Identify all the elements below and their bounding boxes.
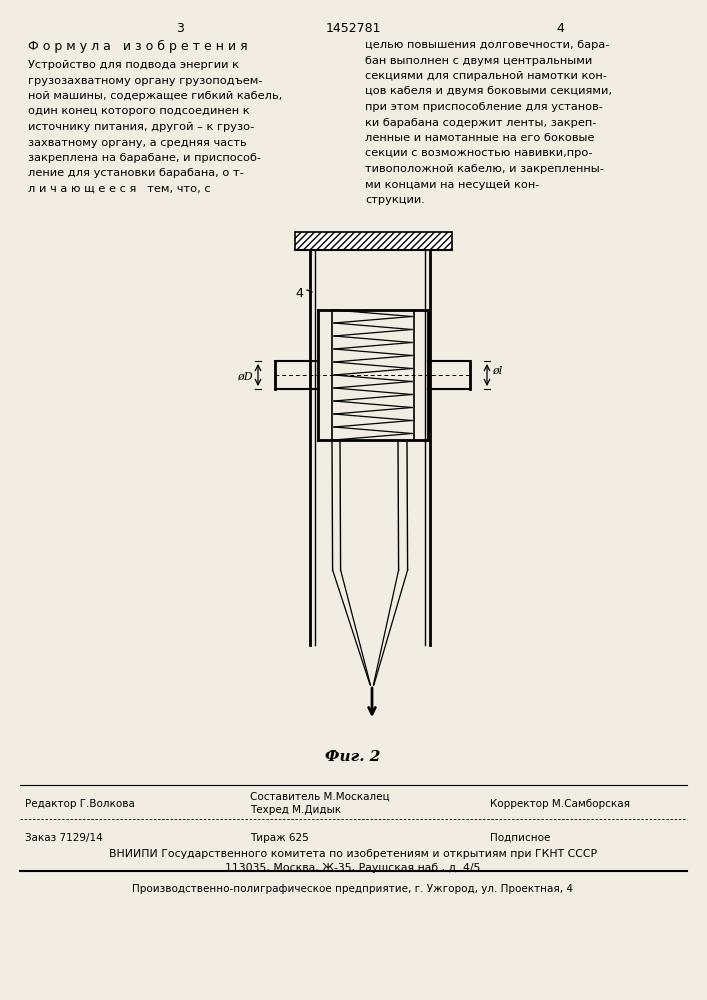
Text: Заказ 7129/14: Заказ 7129/14 [25,833,103,843]
Text: цов кабеля и двумя боковыми секциями,: цов кабеля и двумя боковыми секциями, [365,87,612,97]
Text: бан выполнен с двумя центральными: бан выполнен с двумя центральными [365,55,592,66]
Text: Устройство для подвода энергии к: Устройство для подвода энергии к [28,60,239,70]
Text: 4: 4 [556,22,564,35]
Text: Корректор М.Самборская: Корректор М.Самборская [490,799,630,809]
Text: Фиг. 2: Фиг. 2 [325,750,380,764]
Text: Редактор Г.Волкова: Редактор Г.Волкова [25,799,135,809]
Text: 3: 3 [176,22,184,35]
Text: Подписное: Подписное [490,833,550,843]
Text: ки барабана содержит ленты, закреп-: ки барабана содержит ленты, закреп- [365,117,597,127]
Text: при этом приспособление для установ-: при этом приспособление для установ- [365,102,603,112]
Text: Ф о р м у л а   и з о б р е т е н и я: Ф о р м у л а и з о б р е т е н и я [28,40,247,53]
Text: ми концами на несущей кон-: ми концами на несущей кон- [365,180,539,190]
Bar [295,232,452,250]
Text: источнику питания, другой – к грузо-: источнику питания, другой – к грузо- [28,122,255,132]
Text: ной машины, содержащее гибкий кабель,: ной машины, содержащее гибкий кабель, [28,91,282,101]
Text: целью повышения долговечности, бара-: целью повышения долговечности, бара- [365,40,609,50]
Text: один конец которого подсоединен к: один конец которого подсоединен к [28,106,250,116]
Text: тивоположной кабелю, и закрепленны-: тивоположной кабелю, и закрепленны- [365,164,604,174]
Text: 113035, Москва, Ж-35, Раушская наб., д. 4/5: 113035, Москва, Ж-35, Раушская наб., д. … [226,863,481,873]
Text: øD: øD [237,372,253,382]
Text: закреплена на барабане, и приспособ-: закреплена на барабане, и приспособ- [28,153,261,163]
Text: Составитель М.Москалец: Составитель М.Москалец [250,792,390,802]
Text: л и ч а ю щ е е с я   тем, что, с: л и ч а ю щ е е с я тем, что, с [28,184,211,194]
Text: секции с возможностью навивки,про-: секции с возможностью навивки,про- [365,148,592,158]
Text: Техред М.Дидык: Техред М.Дидык [250,805,341,815]
Text: 1452781: 1452781 [325,22,381,35]
Text: øl: øl [492,366,502,376]
Text: струкции.: струкции. [365,195,425,205]
Text: ление для установки барабана, о т-: ление для установки барабана, о т- [28,168,244,178]
Text: секциями для спиральной намотки кон-: секциями для спиральной намотки кон- [365,71,607,81]
Text: Тираж 625: Тираж 625 [250,833,309,843]
Text: грузозахватному органу грузоподъем-: грузозахватному органу грузоподъем- [28,76,262,86]
Text: Производственно-полиграфическое предприятие, г. Ужгород, ул. Проектная, 4: Производственно-полиграфическое предприя… [132,884,573,894]
Text: захватному органу, а средняя часть: захватному органу, а средняя часть [28,137,247,147]
Text: ВНИИПИ Государственного комитета по изобретениям и открытиям при ГКНТ СССР: ВНИИПИ Государственного комитета по изоб… [109,849,597,859]
Text: 4: 4 [295,287,303,300]
Text: ленные и намотанные на его боковые: ленные и намотанные на его боковые [365,133,595,143]
